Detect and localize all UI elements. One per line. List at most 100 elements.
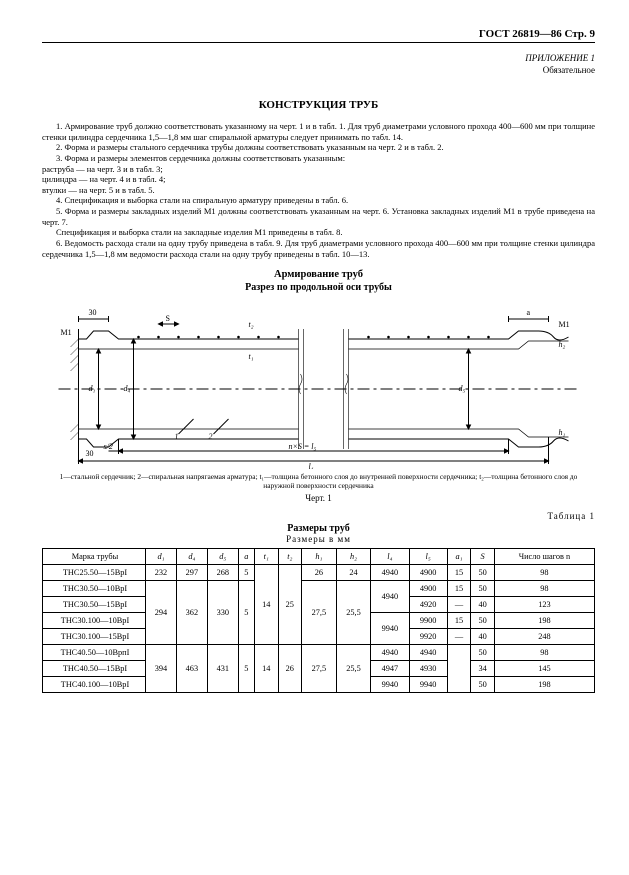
cell: 394 — [146, 644, 177, 692]
cell: ТНС30.100—15ВрI — [43, 628, 146, 644]
dim-a-top: a — [527, 308, 531, 317]
table-header-row: Марка трубы d₁ d₄ d₅ a t₁ t₂ h₁ h₂ l₄ l₅… — [43, 548, 595, 564]
cell: 4940 — [409, 644, 447, 660]
cell: 4900 — [409, 580, 447, 596]
dim-nxs: n×S = l₅ — [289, 442, 317, 451]
dimensions-table: Марка трубы d₁ d₄ d₅ a t₁ t₂ h₁ h₂ l₄ l₅… — [42, 548, 595, 693]
cell: 25 — [278, 564, 302, 644]
dim-d1: d₁ — [89, 384, 96, 393]
para-3c: втулки — на черт. 5 и в табл. 5. — [42, 185, 595, 196]
cell: ТНС40.100—10ВрI — [43, 676, 146, 692]
cell: — — [447, 628, 471, 644]
cell: ТНС30.100—10ВрI — [43, 612, 146, 628]
cell — [447, 644, 471, 692]
dim-t1: t₁ — [249, 352, 254, 361]
cell: 27,5 — [302, 644, 337, 692]
dim-30-bot: 30 — [86, 449, 94, 458]
cell: 145 — [494, 660, 594, 676]
cell: 5 — [238, 644, 254, 692]
table-row: ТНС30.50—10ВрI 294 362 330 5 27,5 25,5 4… — [43, 580, 595, 596]
cell: 27,5 — [302, 580, 337, 644]
col-l4: l₄ — [371, 548, 409, 564]
cell: 25,5 — [336, 644, 371, 692]
cell: 40 — [471, 628, 495, 644]
label-m1-left: М1 — [61, 328, 72, 337]
cell: 248 — [494, 628, 594, 644]
cell: 34 — [471, 660, 495, 676]
para-6: 6. Ведомость расхода стали на одну трубу… — [42, 238, 595, 259]
cell: 9920 — [409, 628, 447, 644]
dim-h2: h₂ — [559, 340, 566, 349]
cell: 24 — [336, 564, 371, 580]
cell: 9900 — [409, 612, 447, 628]
cell: 4930 — [409, 660, 447, 676]
cell: 15 — [447, 580, 471, 596]
cell: 98 — [494, 564, 594, 580]
para-1: 1. Армирование труб должно соответствова… — [42, 121, 595, 142]
cell: 9940 — [371, 612, 409, 644]
col-a: a — [238, 548, 254, 564]
cell: 50 — [471, 676, 495, 692]
ref-1: 1 — [175, 432, 179, 441]
cell: 5 — [238, 564, 254, 580]
cell: 4940 — [371, 564, 409, 580]
cell: 14 — [254, 644, 278, 692]
dim-s2: s/2 — [104, 442, 113, 451]
para-5b: Спецификация и выборка стали на закладны… — [42, 227, 595, 238]
cell: 4900 — [409, 564, 447, 580]
para-5: 5. Форма и размеры закладных изделий М1 … — [42, 206, 595, 227]
cell: 9940 — [409, 676, 447, 692]
doc-header: ГОСТ 26819—86 Стр. 9 — [42, 28, 595, 43]
main-title: КОНСТРУКЦИЯ ТРУБ — [42, 99, 595, 111]
cell: 26 — [302, 564, 337, 580]
cell: 9940 — [371, 676, 409, 692]
appendix-sub: Обязательное — [42, 65, 595, 75]
subtitle-1: Армирование труб — [42, 269, 595, 280]
col-l5: l₅ — [409, 548, 447, 564]
para-4: 4. Спецификация и выборка стали на спира… — [42, 195, 595, 206]
cell: 50 — [471, 564, 495, 580]
col-h1: h₁ — [302, 548, 337, 564]
cell: 198 — [494, 676, 594, 692]
cell: 330 — [207, 580, 238, 644]
table-row: ТНС25.50—15ВрI 232 297 268 5 14 25 26 24… — [43, 564, 595, 580]
col-s: S — [471, 548, 495, 564]
ref-2: 2 — [209, 432, 213, 441]
table-subtitle: Размеры в мм — [42, 534, 595, 544]
subtitle-2: Разрез по продольной оси трубы — [42, 282, 595, 293]
col-t2: t₂ — [278, 548, 302, 564]
dim-30-top: 30 — [89, 308, 97, 317]
table-row: ТНС40.50—10ВрпI 394 463 431 5 14 26 27,5… — [43, 644, 595, 660]
label-m1-right: М1 — [559, 320, 570, 329]
dim-l4: l₄ — [309, 462, 314, 469]
para-3a: раструба — на черт. 3 и в табл. 3; — [42, 164, 595, 175]
col-a1: a₁ — [447, 548, 471, 564]
dim-d4: d₄ — [124, 384, 131, 393]
pipe-diagram: 30 a М1 М1 S t₂ t₁ d₁ d₄ d₅ h₂ h₁ s/2 n×… — [42, 299, 595, 469]
cell: 98 — [494, 644, 594, 660]
cell: 198 — [494, 612, 594, 628]
diagram-caption: 1—стальной сердечник; 2—спиральная напря… — [52, 473, 585, 491]
cell: 40 — [471, 596, 495, 612]
col-d1: d₁ — [146, 548, 177, 564]
dim-s: S — [166, 314, 170, 323]
cell: 294 — [146, 580, 177, 644]
cell: 4940 — [371, 644, 409, 660]
cell: ТНС30.50—15ВрI — [43, 596, 146, 612]
cell: 463 — [176, 644, 207, 692]
cell: 14 — [254, 564, 278, 644]
cell: 5 — [238, 580, 254, 644]
cell: 362 — [176, 580, 207, 644]
para-3b: цилиндра — на черт. 4 и в табл. 4; — [42, 174, 595, 185]
col-d4: d₄ — [176, 548, 207, 564]
cell: 268 — [207, 564, 238, 580]
cell: ТНС40.50—10ВрпI — [43, 644, 146, 660]
col-mark: Марка трубы — [43, 548, 146, 564]
table-title: Размеры труб — [42, 523, 595, 534]
cell: 4947 — [371, 660, 409, 676]
cell: 50 — [471, 612, 495, 628]
col-h2: h₂ — [336, 548, 371, 564]
cell: 50 — [471, 580, 495, 596]
table-label: Таблица 1 — [42, 511, 595, 521]
cell: — — [447, 596, 471, 612]
